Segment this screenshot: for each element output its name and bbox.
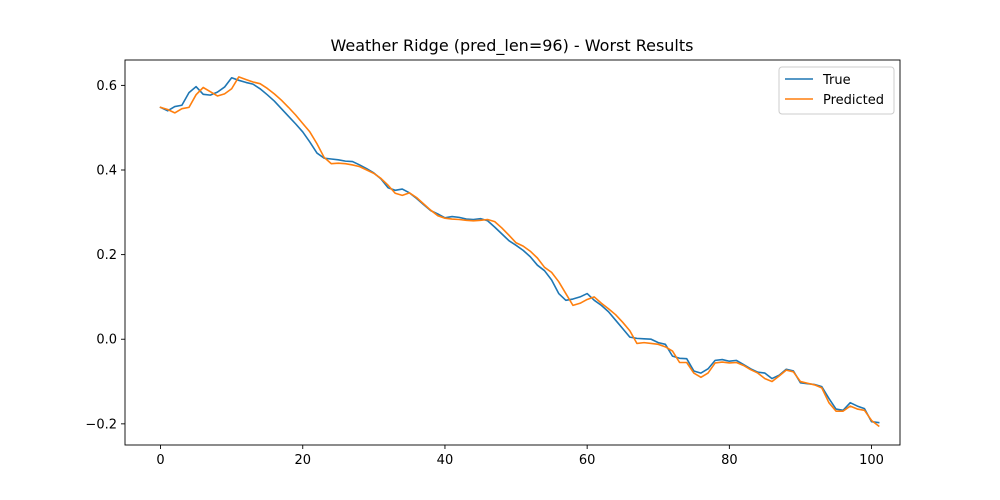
y-tick-label: 0.4 bbox=[96, 164, 117, 179]
y-tick-label: −0.2 bbox=[85, 417, 117, 432]
axes-layer: 0 20 40 60 80 100 −0.2 0.0 0.2 0.4 0.6 bbox=[85, 59, 901, 468]
series-layer bbox=[159, 76, 880, 428]
axes-frame bbox=[124, 59, 901, 446]
x-tick-label: 40 bbox=[437, 453, 454, 468]
series-line-true bbox=[159, 76, 880, 424]
x-tick-label: 60 bbox=[579, 453, 596, 468]
legend-label-true: True bbox=[822, 73, 851, 88]
plot-area bbox=[125, 60, 900, 445]
y-tick-label: 0.2 bbox=[96, 248, 117, 263]
x-tick-label: 20 bbox=[294, 453, 311, 468]
plot-background bbox=[125, 60, 900, 445]
x-tick-label: 0 bbox=[156, 453, 164, 468]
series-line-predicted bbox=[159, 76, 880, 428]
legend: True Predicted bbox=[778, 66, 895, 115]
chart-title: Weather Ridge (pred_len=96) - Worst Resu… bbox=[331, 36, 694, 56]
x-tick-label: 100 bbox=[859, 453, 884, 468]
y-tick-label: 0.0 bbox=[96, 333, 117, 348]
legend-label-predicted: Predicted bbox=[823, 93, 884, 108]
x-tick-label: 80 bbox=[721, 453, 738, 468]
y-tick-label: 0.6 bbox=[96, 79, 117, 94]
